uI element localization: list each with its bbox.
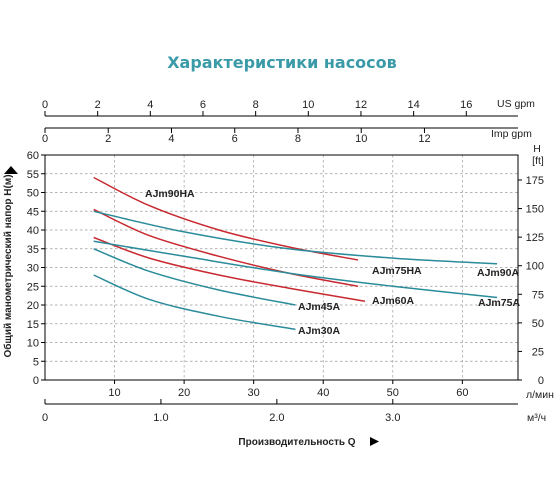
y2-tick-label: 175 [526, 175, 544, 187]
axes [41, 111, 522, 405]
us-gpm-unit: US gpm [497, 98, 535, 110]
series-lines [93, 176, 498, 331]
y-tick-label: 15 [27, 319, 39, 331]
chart-title: Характеристики насосов [167, 53, 397, 72]
y-axis-arrow-icon [4, 166, 18, 174]
x-tick-label: 10 [108, 387, 120, 399]
m3h-tick-label: 3.0 [385, 412, 400, 424]
tick-labels: 0510152025303540455055600255075100125150… [27, 99, 544, 424]
y-axis-title-group: Общий манометрический напор H(м) [2, 174, 14, 357]
series-label-ajm75a: AJm75A [478, 297, 520, 309]
y-tick-label: 0 [33, 375, 39, 387]
y-tick-label: 20 [27, 300, 39, 312]
y-tick-label: 25 [27, 281, 39, 293]
y-tick-label: 5 [33, 356, 39, 368]
x-tick-label: 30 [248, 387, 260, 399]
y2-axis-label: H [533, 143, 541, 155]
series-line-ajm90a [93, 210, 498, 265]
x-tick-label: 40 [317, 387, 329, 399]
y2-tick-label: 75 [532, 289, 544, 301]
x-axis-arrow-icon [370, 437, 379, 446]
us-gpm-tick-label: 16 [460, 99, 472, 111]
us-gpm-tick-label: 14 [408, 99, 420, 111]
m3h-tick-label: 0 [42, 412, 48, 424]
y-axis-title: Общий манометрический напор H(м) [2, 174, 14, 357]
us-gpm-tick-label: 0 [42, 99, 48, 111]
y-tick-label: 40 [27, 225, 39, 237]
y-tick-label: 50 [27, 188, 39, 200]
series-line-ajm75a [93, 240, 498, 299]
series-label-ajm30a: AJm30A [298, 325, 340, 337]
x-axis-title-group: Производительность Q [238, 437, 379, 448]
x-axis-title: Производительность Q [238, 437, 355, 448]
imp-gpm-tick-label: 6 [232, 133, 238, 145]
y2-tick-label: 50 [532, 318, 544, 330]
series-labels: AJm90HA AJm75HA AJm60A AJm90A AJm75A AJm45A AJ… [145, 188, 520, 337]
y2-axis-unit: [ft] [532, 155, 544, 167]
series-line-ajm60a [93, 236, 366, 303]
imp-gpm-tick-label: 4 [168, 133, 174, 145]
imp-gpm-tick-label: 10 [355, 133, 367, 145]
us-gpm-tick-label: 8 [253, 99, 259, 111]
imp-gpm-tick-label: 0 [42, 133, 48, 145]
y-tick-label: 30 [27, 263, 39, 275]
imp-gpm-unit: Imp gpm [491, 128, 532, 140]
x-tick-label: 50 [387, 387, 399, 399]
series-label-ajm90ha: AJm90HA [145, 188, 195, 200]
us-gpm-tick-label: 4 [147, 99, 153, 111]
series-label-ajm60a: AJm60A [372, 295, 414, 307]
y-tick-label: 35 [27, 244, 39, 256]
y2-tick-label: 150 [526, 204, 544, 216]
y-tick-label: 55 [27, 169, 39, 181]
series-label-ajm90a: AJm90A [477, 267, 519, 279]
imp-gpm-tick-label: 12 [418, 133, 430, 145]
y-tick-label: 60 [27, 150, 39, 162]
x-tick-label: 20 [178, 387, 190, 399]
series-label-ajm75ha: AJm75HA [372, 265, 422, 277]
imp-gpm-tick-label: 2 [105, 133, 111, 145]
series-line-ajm45a [93, 248, 296, 306]
y2-tick-label: 0 [538, 375, 544, 387]
y2-tick-label: 125 [526, 232, 544, 244]
imp-gpm-tick-label: 8 [295, 133, 301, 145]
us-gpm-tick-label: 12 [355, 99, 367, 111]
us-gpm-tick-label: 10 [302, 99, 314, 111]
m3-h-unit: м³/ч [527, 412, 546, 424]
us-gpm-tick-label: 6 [200, 99, 206, 111]
series-line-ajm30a [93, 274, 296, 331]
x-tick-label: 60 [456, 387, 468, 399]
y-tick-label: 10 [27, 338, 39, 350]
y2-tick-label: 25 [532, 346, 544, 358]
series-line-ajm75ha [93, 208, 359, 288]
y-tick-label: 45 [27, 206, 39, 218]
series-label-ajm45a: AJm45A [298, 301, 340, 313]
m3h-tick-label: 1.0 [153, 412, 168, 424]
m3h-tick-label: 2.0 [269, 412, 284, 424]
y2-tick-label: 100 [526, 261, 544, 273]
l-min-unit: л/мин [526, 389, 554, 401]
us-gpm-tick-label: 2 [95, 99, 101, 111]
